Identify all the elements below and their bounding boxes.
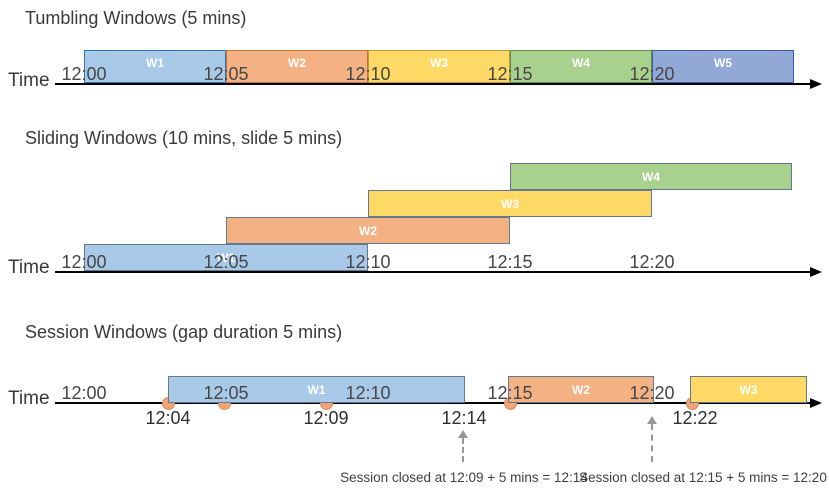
- tumbling-tick-1220: 12:20: [629, 64, 675, 84]
- window-label: W4: [642, 169, 660, 184]
- tumbling-section-title: Tumbling Windows (5 mins): [25, 8, 247, 28]
- sliding-axis-arrowhead-icon: [810, 267, 822, 277]
- tumbling-window-w2: W2: [226, 50, 368, 83]
- session-tick-1215: 12:15: [487, 383, 533, 403]
- sliding-time-axis-label: Time: [8, 257, 50, 278]
- window-label: W3: [430, 55, 448, 70]
- sliding-section-title: Sliding Windows (10 mins, slide 5 mins): [25, 128, 343, 148]
- window-label: W4: [572, 55, 590, 70]
- sliding-tick-1200: 12:00: [61, 252, 107, 272]
- event-time-1214: 12:14: [441, 408, 487, 428]
- sliding-window-w2: W2: [226, 217, 510, 244]
- tumbling-tick-1215: 12:15: [487, 64, 533, 84]
- sliding-time-axis: [55, 271, 812, 273]
- annotation-arrow-line: [651, 424, 653, 462]
- annotation-arrowhead-icon: [647, 416, 657, 424]
- annotation-arrowhead-icon: [458, 430, 468, 438]
- window-label: W3: [739, 382, 758, 397]
- window-label: W1: [307, 382, 326, 397]
- window-label: W2: [359, 223, 377, 238]
- tumbling-window-w1: W1: [84, 50, 226, 83]
- window-label: W2: [288, 55, 306, 70]
- tumbling-axis-arrowhead-icon: [810, 79, 822, 89]
- sliding-tick-1210: 12:10: [345, 252, 391, 272]
- event-time-1204: 12:04: [145, 408, 191, 428]
- sliding-tick-1215: 12:15: [487, 252, 533, 272]
- sliding-window-w4: W4: [510, 163, 792, 190]
- session-closed-annotation-2: Session closed at 12:15 + 5 mins = 12:20: [579, 470, 827, 485]
- window-label: W1: [217, 250, 235, 265]
- session-window-w1: W1: [168, 376, 465, 403]
- window-label: W2: [572, 382, 590, 397]
- session-window-w2: W2: [508, 376, 654, 403]
- window-label: W5: [714, 55, 732, 70]
- window-label: W1: [146, 55, 164, 70]
- tumbling-window-w4: W4: [510, 50, 652, 83]
- session-time-axis-label: Time: [8, 388, 50, 409]
- tumbling-window-w5: W5: [652, 50, 794, 83]
- session-section-title: Session Windows (gap duration 5 mins): [25, 322, 343, 342]
- sliding-window-w1: W1: [84, 244, 368, 271]
- sliding-tick-1205: 12:05: [203, 252, 249, 272]
- session-tick-1220: 12:20: [629, 383, 675, 403]
- tumbling-tick-1200: 12:00: [61, 64, 107, 84]
- session-time-axis: [55, 402, 812, 404]
- session-axis-arrowhead-icon: [810, 398, 822, 408]
- session-window-w3: W3: [690, 376, 807, 403]
- session-tick-1200: 12:00: [61, 383, 107, 403]
- session-closed-annotation-1: Session closed at 12:09 + 5 mins = 12:14: [340, 470, 588, 485]
- tumbling-tick-1210: 12:10: [345, 64, 391, 84]
- tumbling-tick-1205: 12:05: [203, 64, 249, 84]
- session-tick-1210: 12:10: [345, 383, 391, 403]
- window-label: W3: [501, 196, 519, 211]
- annotation-arrow-line: [462, 438, 464, 462]
- tumbling-time-axis: [55, 83, 812, 85]
- sliding-tick-1220: 12:20: [629, 252, 675, 272]
- event-time-1222: 12:22: [672, 408, 718, 428]
- sliding-window-w3: W3: [368, 190, 652, 217]
- session-tick-1205: 12:05: [203, 383, 249, 403]
- tumbling-time-axis-label: Time: [8, 70, 50, 91]
- event-time-1209: 12:09: [303, 408, 349, 428]
- tumbling-window-w3: W3: [368, 50, 510, 83]
